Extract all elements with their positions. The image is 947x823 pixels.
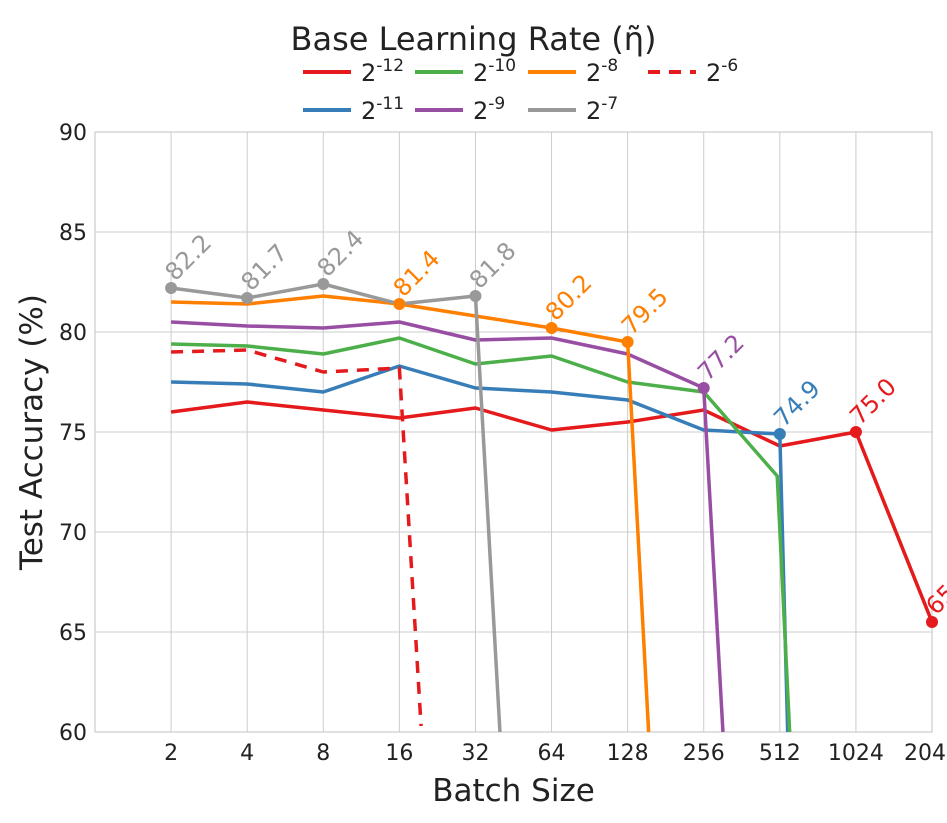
data-label: 82.4: [312, 225, 370, 283]
data-label: 77.2: [692, 329, 750, 387]
data-label: 65.5: [920, 563, 947, 621]
legend-entry: 2-9: [473, 94, 505, 125]
y-tick-label: 85: [59, 221, 87, 246]
axes: 60 65 70 75 80 85 90 2 4 8 16 32 64 128 256 512 1024 2048…: [14, 121, 947, 809]
data-label: 82.2: [160, 229, 218, 287]
x-tick-label: 8: [316, 741, 330, 766]
data-point: [317, 278, 330, 290]
y-axis-label: Test Accuracy (%): [14, 294, 50, 571]
x-tick-label: 1024: [828, 741, 884, 766]
legend-entry: 2-11: [361, 94, 404, 125]
data-label: 75.0: [844, 373, 902, 431]
series-line-m9: [170, 320, 725, 732]
legend-entry: 2-6: [706, 56, 738, 87]
series-line-m12: [170, 400, 932, 623]
data-point: [849, 426, 862, 438]
series-line-m8: [171, 294, 651, 732]
x-tick-label: 64: [538, 741, 566, 766]
y-tick-label: 75: [59, 421, 87, 446]
data-label: 74.9: [768, 375, 826, 433]
data-label: 80.2: [540, 269, 598, 327]
x-tick-label: 16: [385, 741, 413, 766]
legend-entry: 2-10: [473, 56, 516, 87]
plot-frame: [94, 131, 933, 733]
series-line-m7: [170, 282, 502, 732]
x-tick-label: 256: [683, 741, 725, 766]
data-point: [241, 292, 254, 304]
x-tick-label: 512: [759, 741, 801, 766]
grid: [95, 131, 933, 733]
y-tick-label: 65: [59, 621, 87, 646]
data-point: [926, 616, 938, 628]
x-tick-label: 4: [240, 741, 254, 766]
data-point: [469, 290, 482, 302]
data-point: [621, 336, 634, 348]
data-point: [773, 428, 786, 440]
series-line-m6: [171, 348, 423, 727]
data-label: 81.8: [464, 237, 522, 295]
x-tick-label: 128: [607, 741, 649, 766]
data-point: [545, 322, 558, 334]
data-point: [697, 382, 710, 394]
legend-entry: 2-12: [361, 56, 404, 87]
y-tick-label: 80: [59, 321, 87, 346]
legend: 2-12 2-11 2-10 2-9 2-8 2-7 2-6: [303, 56, 738, 125]
x-tick-label: 2048: [904, 741, 947, 766]
legend-title: Base Learning Rate (η̃): [0, 20, 947, 58]
y-tick-label: 90: [59, 121, 87, 146]
series-line-m10: [171, 336, 792, 732]
series-lines: [170, 282, 932, 732]
data-point: [165, 282, 178, 294]
y-tick-label: 60: [59, 721, 87, 746]
x-tick-label: 2: [164, 741, 178, 766]
x-tick-label: 32: [461, 741, 489, 766]
data-point: [393, 298, 406, 310]
data-label: 81.7: [236, 239, 294, 297]
legend-title-text: Base Learning Rate (η̃): [290, 20, 657, 58]
legend-entry: 2-8: [586, 56, 618, 87]
y-tick-label: 70: [59, 521, 87, 546]
x-axis-label: Batch Size: [432, 773, 595, 809]
data-labels: 75.065.574.977.281.4 80.2 79.582.2 81.7 82.4…: [160, 225, 947, 628]
series-line-m11: [171, 364, 790, 732]
legend-entry: 2-7: [586, 94, 618, 125]
data-label: 81.4: [388, 245, 446, 303]
